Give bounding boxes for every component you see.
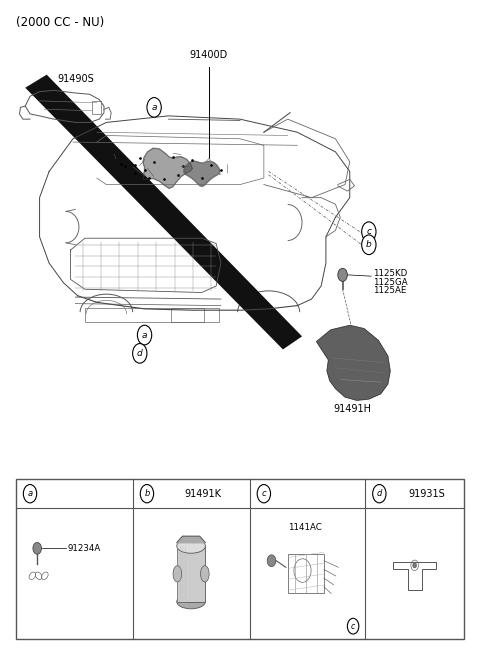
Text: 91234A: 91234A (67, 544, 100, 553)
Bar (85, 307, 204, 322)
Circle shape (33, 543, 41, 555)
Text: b: b (366, 240, 372, 249)
Text: c: c (366, 227, 372, 236)
Text: 1125AE: 1125AE (372, 286, 406, 295)
Circle shape (147, 97, 161, 117)
Polygon shape (25, 75, 302, 350)
Polygon shape (177, 536, 205, 543)
Polygon shape (316, 325, 390, 401)
Circle shape (348, 618, 359, 634)
Ellipse shape (177, 595, 205, 609)
Text: 1125GA: 1125GA (372, 277, 408, 286)
Ellipse shape (173, 566, 181, 582)
Text: b: b (144, 489, 150, 498)
Bar (288, 555, 324, 593)
Text: 91491H: 91491H (333, 404, 371, 414)
Text: a: a (151, 103, 157, 112)
Text: a: a (27, 489, 33, 498)
Circle shape (338, 268, 348, 281)
Text: c: c (262, 489, 266, 498)
Circle shape (362, 235, 376, 254)
Bar (16, 479, 464, 639)
Text: c: c (351, 622, 355, 631)
Text: 91491K: 91491K (184, 489, 221, 499)
Text: d: d (377, 489, 382, 498)
Polygon shape (184, 161, 220, 187)
Circle shape (267, 555, 276, 566)
Bar (171, 307, 218, 322)
Ellipse shape (177, 539, 205, 553)
Text: 91490S: 91490S (57, 74, 94, 85)
Circle shape (257, 484, 271, 503)
Ellipse shape (201, 566, 209, 582)
Text: 1141AC: 1141AC (288, 523, 322, 532)
Circle shape (140, 484, 154, 503)
Circle shape (132, 344, 147, 363)
Circle shape (413, 562, 417, 568)
Circle shape (137, 325, 152, 345)
Circle shape (362, 222, 376, 242)
Text: 91931S: 91931S (408, 489, 445, 499)
Polygon shape (143, 148, 192, 189)
Text: d: d (137, 349, 143, 358)
Text: 91400D: 91400D (190, 51, 228, 60)
Bar (177, 546, 205, 602)
Bar (92, 101, 101, 114)
Circle shape (372, 484, 386, 503)
Text: (2000 CC - NU): (2000 CC - NU) (16, 16, 104, 29)
Text: 1125KD: 1125KD (372, 269, 407, 278)
Circle shape (24, 484, 36, 503)
Text: a: a (142, 330, 147, 340)
